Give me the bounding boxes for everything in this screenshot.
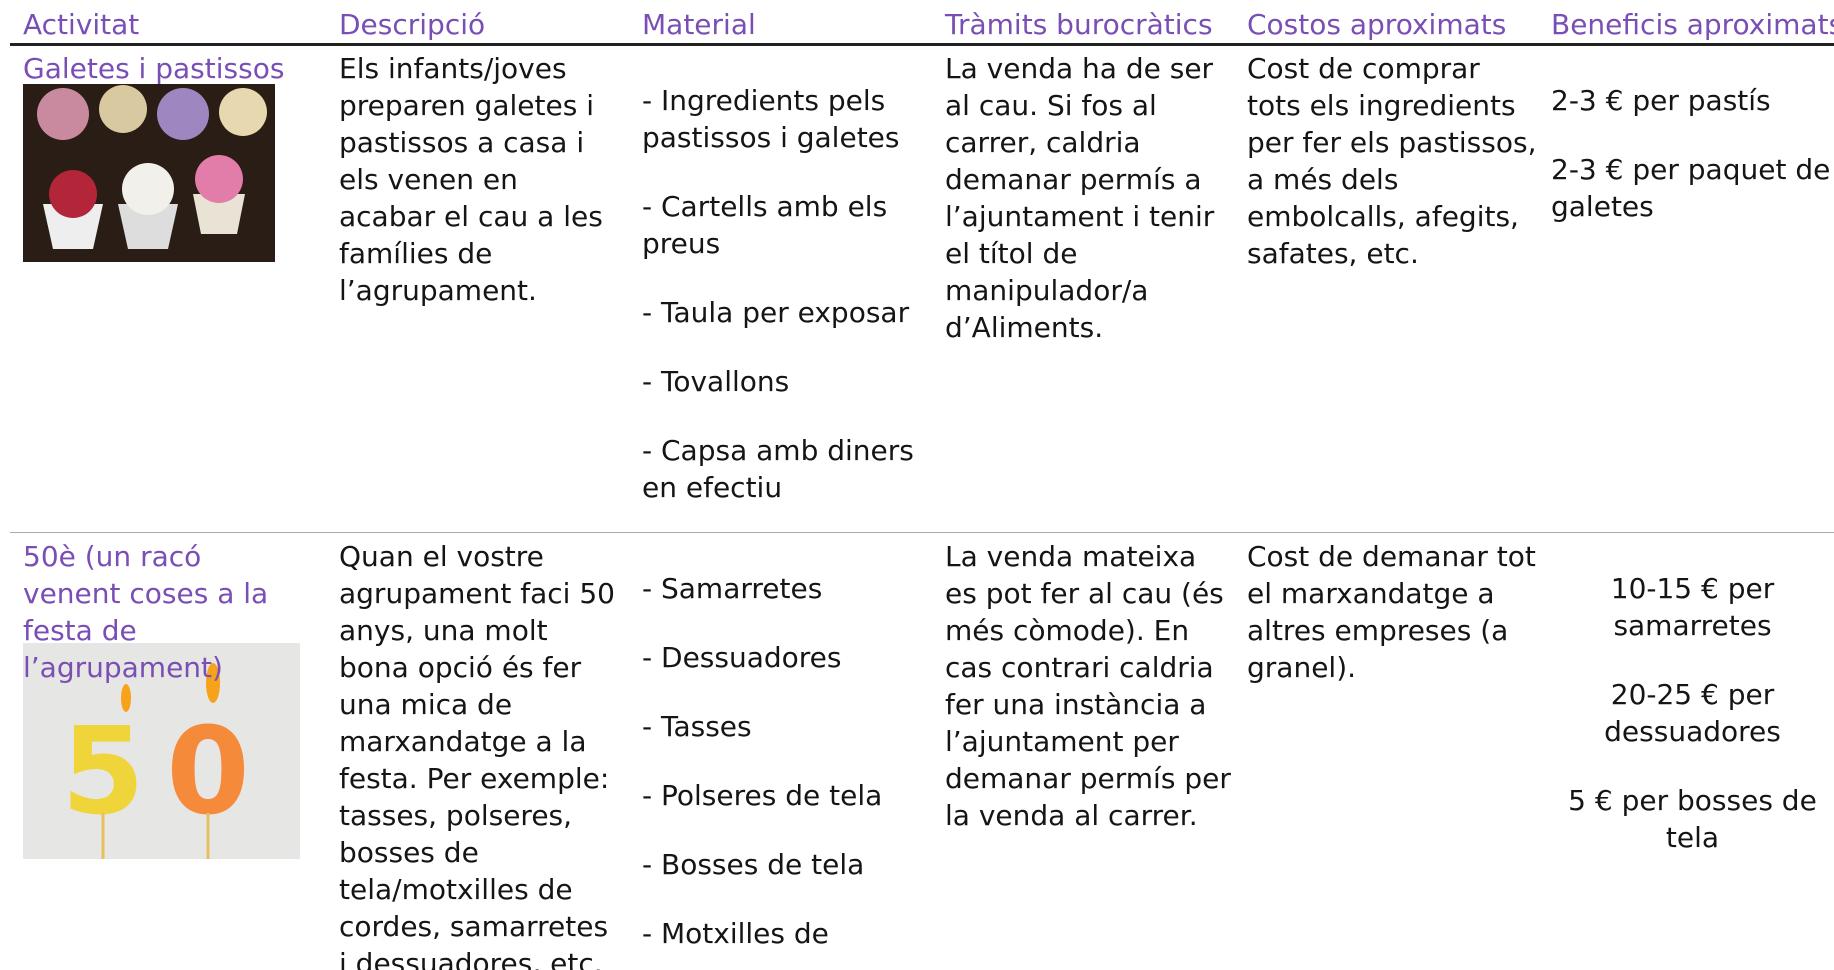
column-header: Tràmits burocràtics xyxy=(945,8,1213,41)
procedures: La venda ha de ser al cau. Si fos al car… xyxy=(945,52,1215,344)
material-item: - Bosses de tela xyxy=(642,848,865,881)
benefit-item: 2-3 € per paquet de galetes xyxy=(1551,153,1831,223)
costs: Cost de comprar tots els ingredients per… xyxy=(1247,52,1537,270)
column-header: Activitat xyxy=(23,8,140,41)
costs: Cost de demanar tot el marxandatge a alt… xyxy=(1247,540,1536,684)
benefits: 2-3 € per pastís 2-3 € per paquet de gale… xyxy=(1551,82,1834,257)
header-rule xyxy=(10,43,1834,46)
benefit-item: 20-25 € per dessuadores xyxy=(1604,678,1781,748)
benefit-item: 5 € per bosses de tela xyxy=(1568,784,1817,854)
material-item: - Motxilles de xyxy=(642,917,829,950)
benefit-item: 2-3 € per pastís xyxy=(1551,84,1771,117)
material-item: - Tovallons xyxy=(642,365,790,398)
material-item: - Taula per exposar xyxy=(642,296,910,329)
column-header: Beneficis aproximats xyxy=(1551,8,1834,41)
material-item: - Capsa amb diners en efectiu xyxy=(642,434,914,504)
material-item: - Samarretes xyxy=(642,572,823,605)
benefits: 10-15 € per samarretes 20-25 € per dessua… xyxy=(1551,570,1834,888)
description: Els infants/joves preparen galetes i pas… xyxy=(339,52,603,307)
column-header: Material xyxy=(642,8,756,41)
material-item: - Dessuadores xyxy=(642,641,842,674)
activity-name: 50è (un racó venent coses a la festa de … xyxy=(23,540,269,684)
material-item: - Polseres de tela xyxy=(642,779,883,812)
benefit-item: 10-15 € per samarretes xyxy=(1610,572,1775,642)
procedures: La venda mateixa es pot fer al cau (és m… xyxy=(945,540,1231,832)
materials: - Samarretes - Dessuadores - Tasses - Polse… xyxy=(642,570,922,970)
row-separator xyxy=(10,532,1834,533)
activity-name: Galetes i pastissos xyxy=(23,52,285,85)
material-item: - Cartells amb els preus xyxy=(642,190,888,260)
material-item: - Tasses xyxy=(642,710,752,743)
description: Quan el vostre agrupament faci 50 anys, … xyxy=(339,540,615,970)
column-header: Descripció xyxy=(339,8,486,41)
material-item: - Ingredients pels pastissos i galetes xyxy=(642,84,900,154)
materials: - Ingredients pels pastissos i galetes - … xyxy=(642,82,922,538)
column-header: Costos aproximats xyxy=(1247,8,1507,41)
candles-photo: 5 0 xyxy=(23,643,300,859)
cakes-photo xyxy=(23,84,275,262)
